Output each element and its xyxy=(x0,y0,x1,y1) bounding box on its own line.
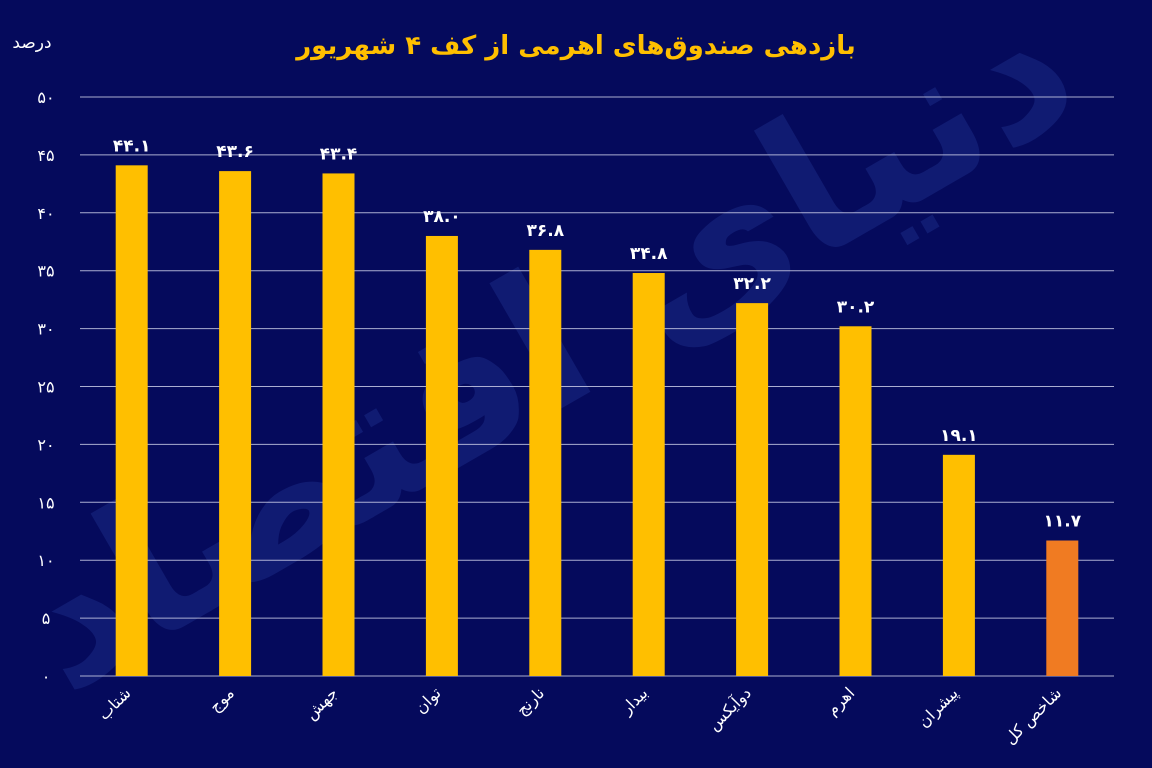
data-label: ۱۹.۱ xyxy=(940,426,978,446)
bar xyxy=(839,326,872,676)
bar xyxy=(219,171,252,676)
y-tick-label: ۱۵ xyxy=(37,493,54,512)
data-label: ۳۴.۸ xyxy=(630,244,668,264)
bars xyxy=(115,165,1079,677)
category-labels: شتاب موج جهش توان نارنج بیدار دوآیکس اهرم پیشران… xyxy=(94,683,1066,748)
y-axis-ticks: ۰ ۵ ۱۰ ۱۵ ۲۰ ۲۵ ۳۰ ۳۵ ۴۰ ۴۵ ۵۰ xyxy=(37,88,54,686)
data-label: ۳۶.۸ xyxy=(527,221,565,241)
bar xyxy=(115,165,148,676)
bar xyxy=(1046,540,1079,676)
category-label: دوآیکس xyxy=(704,683,756,735)
y-tick-label: ۵۰ xyxy=(37,88,54,107)
data-label: ۴۳.۶ xyxy=(216,142,254,162)
data-label: ۴۴.۱ xyxy=(113,136,151,156)
category-label: اهرم xyxy=(823,683,860,720)
category-label: موج xyxy=(205,683,238,716)
category-label: جهش xyxy=(301,683,342,724)
bar xyxy=(736,303,769,676)
y-tick-label: ۴۰ xyxy=(37,204,54,223)
y-tick-label: ۲۵ xyxy=(37,378,54,397)
category-label: نارنج xyxy=(512,683,549,720)
y-tick-label: ۳۰ xyxy=(37,320,54,339)
data-label: ۴۳.۴ xyxy=(320,144,358,164)
data-label: ۳۲.۲ xyxy=(733,274,771,294)
bar xyxy=(425,235,458,676)
y-axis-unit-label: درصد xyxy=(12,33,51,53)
y-tick-label: ۰ xyxy=(42,667,51,686)
y-tick-label: ۲۰ xyxy=(37,435,54,454)
y-tick-label: ۵ xyxy=(42,609,51,628)
data-label: ۳۸.۰ xyxy=(423,207,461,227)
y-tick-label: ۳۵ xyxy=(37,262,54,281)
category-label: بیدار xyxy=(616,683,652,719)
y-tick-label: ۴۵ xyxy=(37,146,54,165)
data-label: ۱۱.۷ xyxy=(1044,512,1082,532)
data-label: ۳۰.۲ xyxy=(837,297,875,317)
value-labels: ۴۴.۱ ۴۳.۶ ۴۳.۴ ۳۸.۰ ۳۶.۸ ۳۴.۸ ۳۲.۲ ۳۰.۲ ۱۹.۱ ۱۱.۷ xyxy=(113,136,1082,531)
bar xyxy=(632,273,665,676)
category-label: پیشران xyxy=(914,683,962,731)
chart-title: بازدهی صندوق‌های اهرمی از کف ۴ شهریور xyxy=(294,31,856,61)
y-tick-label: ۱۰ xyxy=(37,551,54,570)
category-label: شاخص کل xyxy=(1000,683,1065,748)
grid-lines xyxy=(80,96,1114,677)
bar xyxy=(322,173,355,677)
bar xyxy=(529,249,562,676)
category-label: توان xyxy=(411,683,446,718)
bar xyxy=(942,454,975,676)
